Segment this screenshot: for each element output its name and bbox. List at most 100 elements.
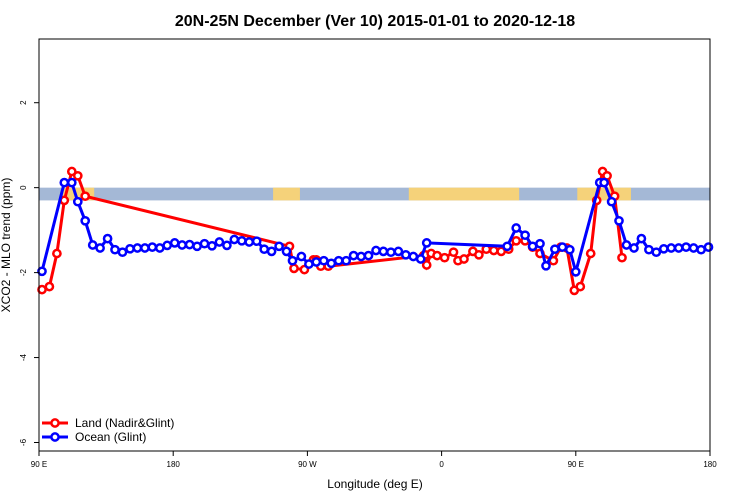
data-point — [651, 247, 662, 258]
data-point — [621, 240, 632, 250]
data-point — [281, 246, 292, 257]
data-point — [421, 238, 432, 248]
legend-label: Ocean (Glint) — [75, 430, 146, 444]
data-point — [259, 244, 270, 255]
data-point — [229, 234, 240, 245]
data-point — [348, 250, 359, 261]
data-point — [72, 170, 83, 181]
x-tick-label: 90 W — [298, 460, 317, 469]
data-point — [606, 196, 617, 207]
x-tick-label: 90 E — [568, 460, 584, 469]
data-point — [154, 243, 165, 253]
data-point — [511, 223, 522, 233]
series-layer — [37, 166, 714, 296]
band-ocean — [39, 187, 710, 201]
data-point — [326, 258, 337, 269]
data-point — [363, 250, 374, 261]
data-point — [37, 266, 47, 277]
x-tick-label: 90 E — [31, 460, 47, 469]
x-axis-label: Longitude (deg E) — [327, 477, 422, 491]
x-tick-label: 180 — [167, 460, 181, 469]
data-point — [287, 255, 298, 266]
data-point — [222, 240, 232, 251]
data-point — [80, 215, 91, 226]
series-ocean — [37, 177, 714, 278]
data-point — [72, 196, 83, 207]
data-point — [371, 245, 381, 256]
y-tick-label: -2 — [19, 269, 28, 277]
data-point — [147, 242, 158, 252]
data-point — [266, 246, 277, 257]
data-point — [511, 235, 522, 246]
data-point — [66, 166, 77, 177]
data-point — [673, 243, 684, 253]
data-point — [400, 249, 411, 260]
data-point — [564, 244, 575, 255]
data-point — [393, 246, 404, 257]
data-point — [184, 239, 195, 250]
data-point — [87, 240, 98, 250]
data-point — [421, 260, 432, 270]
data-point — [614, 215, 624, 226]
band-land-patch — [408, 187, 520, 201]
data-point — [311, 257, 322, 267]
data-point — [703, 242, 714, 252]
plot-frame — [38, 38, 711, 452]
data-point — [244, 237, 255, 247]
series-land — [37, 166, 627, 296]
data-point — [432, 250, 442, 261]
y-tick-label: 2 — [19, 100, 28, 105]
data-point — [408, 251, 419, 262]
chart-title: 20N-25N December (Ver 10) 2015-01-01 to … — [175, 13, 575, 30]
y-axis: 2 0 -2 -4 -6 — [19, 100, 39, 446]
data-point — [199, 238, 210, 249]
data-point — [415, 254, 426, 264]
legend-item: Ocean (Glint) — [42, 430, 146, 444]
data-point — [688, 243, 699, 253]
x-axis: 90 E 180 90 W 0 90 E 180 — [31, 451, 717, 469]
data-point — [681, 242, 691, 252]
data-point — [140, 243, 150, 253]
band-land-patch — [577, 187, 631, 201]
data-point — [386, 247, 396, 258]
data-point — [636, 233, 647, 244]
data-point — [207, 240, 217, 251]
data-point — [110, 244, 120, 255]
data-point — [696, 244, 706, 255]
data-point — [251, 236, 262, 247]
data-point — [575, 281, 586, 292]
data-point — [66, 177, 77, 188]
y-tick-label: -6 — [19, 438, 28, 446]
data-point — [102, 233, 113, 244]
data-point — [356, 251, 366, 262]
data-point — [169, 238, 180, 248]
data-point — [644, 244, 654, 255]
legend-item: Land (Nadir&Glint) — [42, 416, 174, 430]
data-point — [236, 235, 247, 246]
data-point — [658, 243, 669, 254]
data-point — [341, 255, 352, 266]
y-tick-label: -4 — [19, 353, 28, 361]
data-point — [459, 254, 469, 264]
data-point — [289, 263, 299, 274]
legend-marker — [50, 432, 60, 442]
data-point — [95, 243, 105, 253]
data-point — [117, 247, 128, 258]
data-point — [318, 255, 329, 266]
reference-band — [39, 187, 710, 201]
data-point — [80, 191, 91, 202]
data-point — [304, 259, 314, 269]
data-point — [44, 281, 55, 292]
data-point — [177, 240, 187, 250]
y-tick-label: 0 — [19, 185, 28, 190]
data-point — [550, 244, 560, 255]
data-point — [59, 177, 70, 188]
x-tick-label: 180 — [703, 460, 717, 469]
data-point — [666, 243, 677, 253]
data-point — [502, 241, 513, 252]
data-point — [274, 241, 284, 252]
data-point — [52, 248, 62, 259]
data-point — [474, 249, 484, 260]
legend-marker — [50, 418, 60, 428]
